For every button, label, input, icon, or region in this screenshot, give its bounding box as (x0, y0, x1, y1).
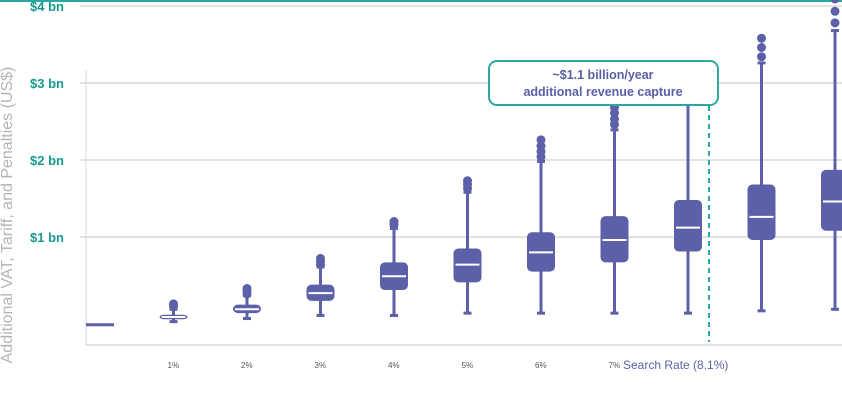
box-iqr (674, 199, 702, 252)
x-axis-label: Search Rate (8.1%) (623, 358, 728, 372)
annotation-line-2: additional revenue capture (523, 85, 682, 99)
annotation-box (488, 60, 719, 106)
outlier-point (757, 33, 766, 43)
box-3pct (306, 253, 335, 317)
box-series (86, 0, 842, 327)
box-iqr (821, 169, 842, 231)
outlier-point (463, 176, 472, 186)
outlier-point (242, 284, 252, 294)
outlier-point (389, 217, 399, 227)
outlier-point (316, 253, 325, 263)
outlier-point (757, 52, 766, 62)
grid-lines (80, 5, 842, 346)
outlier-point (757, 43, 766, 52)
box-1pct (159, 299, 188, 324)
outlier-point (830, 6, 840, 16)
x-tick-label: 1% (168, 361, 180, 370)
box-2pct (233, 284, 261, 321)
outlier-point (610, 114, 619, 124)
x-tick-label: 2% (241, 361, 253, 370)
box-9pct (747, 33, 776, 313)
y-tick-label: $3 bn (30, 76, 64, 91)
x-tick-label: 5% (462, 361, 474, 370)
annotation-callout: ~$1.1 billion/year additional revenue ca… (488, 60, 719, 106)
box-7pct (600, 103, 629, 315)
x-tick-label: 4% (388, 361, 400, 370)
box-iqr (747, 184, 776, 240)
box-5pct (453, 176, 482, 315)
top-accent-rule (0, 0, 842, 2)
outlier-point (830, 18, 840, 28)
box-6pct (527, 135, 555, 315)
outlier-point (169, 299, 178, 309)
x-tick-label: 3% (315, 361, 327, 370)
box-10pct (821, 0, 842, 311)
y-tick-label: $4 bn (30, 0, 64, 14)
y-axis-label: Additional VAT, Tariff, and Penalties (U… (0, 67, 16, 364)
x-tick-label: 6% (535, 361, 547, 370)
y-tick-labels: $1 bn $2 bn $3 bn $4 bn (30, 0, 64, 245)
box-4pct (380, 217, 408, 317)
outlier-point (536, 135, 546, 145)
outlier-point (830, 0, 840, 4)
x-tick-labels: 1% 2% 3% 4% 5% 6% 7% (168, 361, 621, 370)
annotation-line-1: ~$1.1 billion/year (552, 68, 653, 82)
y-tick-label: $2 bn (30, 153, 64, 168)
outlier-point (536, 141, 546, 151)
y-tick-label: $1 bn (30, 230, 64, 245)
x-tick-label: 7% (609, 361, 621, 370)
